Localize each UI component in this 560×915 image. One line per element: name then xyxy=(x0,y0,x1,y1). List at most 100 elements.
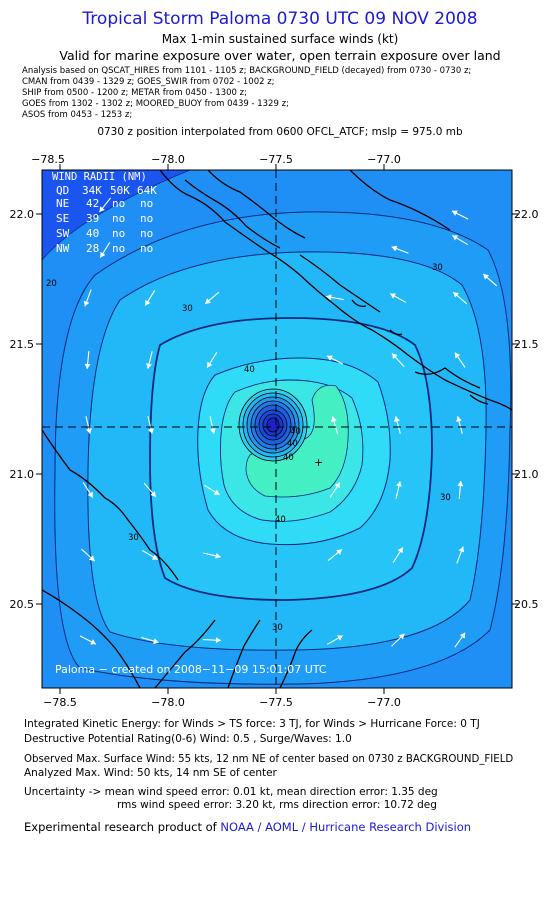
wind-vector-head xyxy=(205,298,211,304)
wind-vector-head xyxy=(398,633,405,640)
lat-tick-label: 21.0 xyxy=(10,468,35,481)
analysis-source-line-5: ASOS from 0453 - 1253 z; xyxy=(22,110,133,120)
wind-vector-head xyxy=(84,363,91,369)
contour-label: 30 xyxy=(272,623,283,633)
wind-radii-header-50k: 50K xyxy=(110,184,130,197)
lat-tick-label: 20.5 xyxy=(10,598,35,611)
wind-vector-head xyxy=(390,293,396,299)
contour-label: 30 xyxy=(128,533,139,543)
analyzed-max-wind: Analyzed Max. Wind: 50 kts, 14 nm SE of … xyxy=(24,767,277,779)
wind-vector-head xyxy=(395,481,402,487)
wind-radii-34k: 39 xyxy=(86,212,99,225)
lat-tick-label: 22.0 xyxy=(10,208,35,221)
wind-radii-50k: no xyxy=(112,197,125,210)
wind-vector-head xyxy=(150,491,156,497)
wind-vector-head xyxy=(88,555,95,561)
wind-radii-34k: 28 xyxy=(86,242,99,255)
axis-ticks xyxy=(36,164,518,694)
wind-vector-head xyxy=(336,549,343,555)
contour-label: 30 xyxy=(182,304,193,314)
wind-radii-qd: NW xyxy=(56,242,70,255)
ike-line: Integrated Kinetic Energy: for Winds > T… xyxy=(24,718,480,730)
wind-vector-head xyxy=(209,428,216,434)
lat-tick-label: 21.0 xyxy=(514,468,539,481)
latitude-labels-left: 22.0 21.5 21.0 20.5 xyxy=(10,208,35,611)
wind-vector-head xyxy=(152,638,159,645)
contour-labels: 30 30 30 30 30 40 40 40 40 40 20 xyxy=(46,263,451,633)
wind-vector-head xyxy=(391,245,398,252)
map-title: Tropical Storm Paloma 0730 UTC 09 NOV 20… xyxy=(82,9,478,29)
wind-vectors xyxy=(79,197,498,648)
contour-label: 40 xyxy=(283,453,294,463)
wind-vector-head xyxy=(454,352,461,359)
lon-tick-label: −78.5 xyxy=(43,696,77,709)
lon-tick-label: −77.0 xyxy=(367,153,401,166)
contour-label: 40 xyxy=(287,439,298,449)
wind-vector-head xyxy=(213,489,220,495)
wind-vector-head xyxy=(146,363,152,369)
wind-radii-50k: no xyxy=(112,212,125,225)
wind-vector-head xyxy=(451,210,458,216)
credit-organization-link[interactable]: NOAA / AOML / Hurricane Research Divisio… xyxy=(220,820,472,834)
wind-radii-64k: no xyxy=(140,242,153,255)
lon-tick-label: −78.5 xyxy=(31,153,65,166)
wind-vector-head xyxy=(458,546,465,553)
contour-label: 40 xyxy=(244,365,255,375)
observed-max-wind: Observed Max. Surface Wind: 55 kts, 12 n… xyxy=(24,754,514,765)
wind-vector-head xyxy=(215,552,221,559)
wind-radii-34k: 42 xyxy=(86,197,99,210)
wind-field: + 30 30 30 30 30 40 40 40 40 40 20 WIND … xyxy=(42,170,512,688)
rms-error-line: rms wind speed error: 3.20 kt, rms direc… xyxy=(117,799,437,811)
wind-radii-50k: no xyxy=(112,227,125,240)
position-line: 0730 z position interpolated from 0600 O… xyxy=(97,126,463,138)
lat-tick-label: 21.5 xyxy=(10,338,35,351)
wind-radii-qd: SW xyxy=(56,227,70,240)
analysis-source-line-2: CMAN from 0439 - 1329 z; GOES_SWIR from … xyxy=(22,77,275,87)
wind-vector-head xyxy=(145,299,151,306)
analysis-source-line-1: Analysis based on QSCAT_HIRES from 1101 … xyxy=(22,66,472,76)
wind-vector-head xyxy=(397,547,403,554)
contour-label: 30 xyxy=(440,493,451,503)
wind-vector-head xyxy=(459,632,466,639)
dpr-line: Destructive Potential Rating(0-6) Wind: … xyxy=(24,733,352,745)
analyzed-max-marker: + xyxy=(314,456,323,469)
longitude-labels-top: −78.5 −78.0 −77.5 −77.0 xyxy=(31,153,401,166)
lat-tick-label: 20.5 xyxy=(514,598,539,611)
analysis-source-line-4: GOES from 1302 - 1302 z; MOORED_BUOY fro… xyxy=(22,99,289,109)
wind-vector-head xyxy=(394,416,400,422)
wind-radii-title: WIND RADII (NM) xyxy=(52,171,147,183)
longitude-labels-bottom: −78.5 −78.0 −77.5 −77.0 xyxy=(43,696,401,709)
wind-vector-head xyxy=(83,300,90,307)
wind-vector-head xyxy=(391,353,398,360)
wind-radii-header-qd: QD xyxy=(56,184,69,197)
wind-radii-64k: no xyxy=(140,197,153,210)
contour-label: 40 xyxy=(290,427,301,437)
subtitle-wind-type: Max 1-min sustained surface winds (kt) xyxy=(161,32,399,46)
lat-tick-label: 22.0 xyxy=(514,208,539,221)
wind-radii-table: WIND RADII (NM) QD 34K 50K 64K NE 42 no … xyxy=(52,171,157,255)
contour-label: 40 xyxy=(275,515,286,525)
lon-tick-label: −77.5 xyxy=(259,696,293,709)
wind-vector-head xyxy=(483,274,489,280)
wind-vector-head xyxy=(99,206,105,213)
plot-frame xyxy=(41,169,513,689)
wind-vector-head xyxy=(207,361,213,368)
wind-radii-64k: no xyxy=(140,212,153,225)
lat-tick-label: 21.5 xyxy=(514,338,539,351)
lon-tick-label: −77.0 xyxy=(367,696,401,709)
credit-line: Experimental research product of NOAA / … xyxy=(24,820,472,835)
wind-radii-qd: NE xyxy=(56,197,69,210)
wind-vector-head xyxy=(147,428,154,434)
wind-vector-head xyxy=(452,235,459,241)
contour-label: 20 xyxy=(46,279,57,289)
wind-vector-head xyxy=(87,491,93,498)
coastline xyxy=(42,170,512,688)
wind-vector-head xyxy=(100,251,106,258)
wind-radii-header-34k: 34K xyxy=(82,184,102,197)
wind-vector-head xyxy=(215,637,221,644)
latitude-labels-right: 22.0 21.5 21.0 20.5 xyxy=(514,208,539,611)
subtitle-exposure: Valid for marine exposure over water, op… xyxy=(59,48,501,63)
wind-radii-50k: no xyxy=(112,242,125,255)
uncertainty-line: Uncertainty -> mean wind speed error: 0.… xyxy=(24,786,438,798)
